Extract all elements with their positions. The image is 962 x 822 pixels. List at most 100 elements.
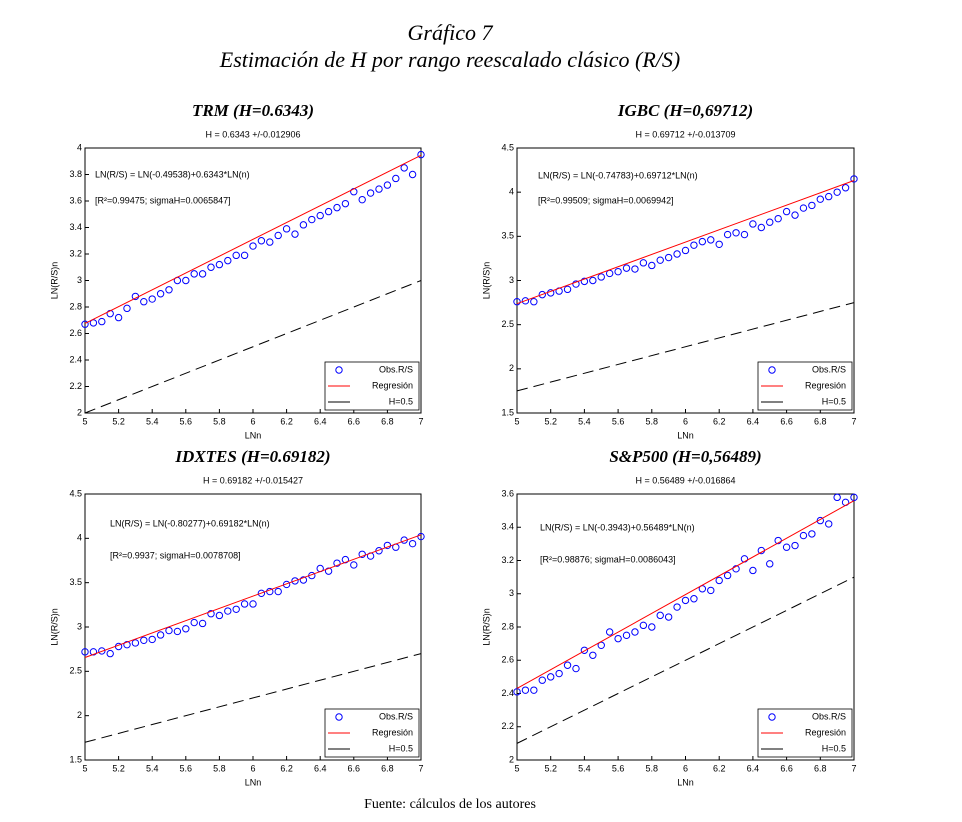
y-tick-label: 2.6 bbox=[501, 655, 514, 665]
data-point bbox=[274, 231, 282, 240]
figure-label: Gráfico 7 bbox=[408, 20, 494, 45]
data-point bbox=[81, 648, 89, 656]
data-point bbox=[563, 285, 572, 294]
x-tick-label: 6.6 bbox=[348, 763, 361, 773]
x-tick-label: 6.6 bbox=[780, 763, 793, 773]
data-point bbox=[131, 639, 140, 647]
reference-line bbox=[516, 576, 855, 744]
x-tick-label: 7 bbox=[851, 416, 856, 426]
data-point bbox=[182, 276, 190, 285]
data-point bbox=[766, 218, 774, 226]
data-point bbox=[656, 256, 664, 264]
data-point bbox=[375, 547, 383, 555]
data-point bbox=[417, 150, 425, 159]
data-point bbox=[766, 560, 774, 568]
data-point bbox=[207, 610, 215, 618]
legend-text: H=0.5 bbox=[822, 743, 846, 753]
chart-subtitle: H = 0.69182 +/-0.015427 bbox=[203, 475, 303, 485]
data-point bbox=[808, 530, 816, 538]
data-point bbox=[299, 221, 308, 229]
data-point bbox=[707, 236, 715, 244]
annotation: [R²=0.9937; sigmaH=0.0078708] bbox=[110, 550, 241, 560]
chart-title: S&P500 (H=0,56489) bbox=[609, 447, 761, 466]
y-tick-label: 3.2 bbox=[501, 555, 514, 565]
data-point bbox=[207, 263, 215, 271]
data-point bbox=[215, 611, 224, 620]
data-point bbox=[707, 586, 715, 595]
data-point bbox=[825, 192, 833, 201]
data-point bbox=[358, 550, 366, 558]
x-tick-label: 6.6 bbox=[780, 416, 793, 426]
y-tick-label: 3.5 bbox=[69, 577, 82, 587]
data-point bbox=[622, 264, 631, 272]
data-point bbox=[114, 313, 123, 322]
data-point bbox=[375, 185, 383, 193]
data-point bbox=[148, 295, 156, 303]
annotation: [R²=0.99509; sigmaH=0.0069942] bbox=[538, 195, 674, 205]
data-point bbox=[521, 297, 530, 305]
data-point bbox=[383, 181, 392, 189]
x-tick-label: 5.8 bbox=[213, 416, 226, 426]
chart-title: IGBC (H=0,69712) bbox=[617, 101, 753, 120]
y-tick-label: 2 bbox=[509, 754, 514, 764]
data-point bbox=[740, 230, 749, 239]
data-point bbox=[580, 646, 589, 654]
data-point bbox=[774, 214, 782, 223]
x-tick-label: 6.8 bbox=[381, 416, 394, 426]
x-tick-label: 5.2 bbox=[112, 763, 125, 773]
annotation: LN(R/S) = LN(-0.3943)+0.56489*LN(n) bbox=[540, 522, 695, 532]
data-point bbox=[417, 532, 425, 541]
x-tick-label: 6.8 bbox=[814, 416, 827, 426]
chart-subtitle: H = 0.6343 +/-0.012906 bbox=[205, 129, 300, 139]
legend-text: Obs.R/S bbox=[812, 711, 846, 721]
x-tick-label: 5.6 bbox=[612, 763, 625, 773]
x-axis-label: LNn bbox=[677, 777, 694, 787]
data-point bbox=[673, 603, 681, 611]
legend-text: Regresión bbox=[805, 727, 846, 737]
y-tick-label: 3 bbox=[77, 275, 82, 285]
x-tick-label: 6.2 bbox=[713, 416, 726, 426]
y-tick-label: 2.5 bbox=[69, 666, 82, 676]
data-point bbox=[408, 170, 417, 179]
y-tick-label: 3.4 bbox=[69, 222, 82, 232]
x-tick-label: 5.4 bbox=[578, 763, 591, 773]
y-tick-label: 2.8 bbox=[501, 621, 514, 631]
data-point bbox=[605, 628, 614, 636]
data-point bbox=[98, 647, 106, 655]
x-tick-label: 6.2 bbox=[713, 763, 726, 773]
data-point bbox=[240, 600, 249, 608]
data-point bbox=[249, 600, 257, 608]
data-point bbox=[350, 561, 358, 569]
data-point bbox=[257, 237, 266, 245]
data-point bbox=[156, 631, 165, 639]
x-tick-label: 6 bbox=[250, 763, 255, 773]
x-tick-label: 6 bbox=[683, 416, 688, 426]
data-point bbox=[232, 605, 240, 613]
data-point bbox=[563, 661, 572, 669]
data-point bbox=[232, 251, 240, 260]
legend-text: Regresión bbox=[372, 380, 413, 390]
data-point bbox=[89, 648, 98, 656]
legend-text: Regresión bbox=[372, 727, 413, 737]
data-point bbox=[631, 265, 639, 273]
x-tick-label: 5 bbox=[82, 763, 87, 773]
data-point bbox=[538, 290, 546, 299]
data-point bbox=[690, 595, 698, 603]
data-point bbox=[98, 317, 106, 326]
y-tick-label: 4 bbox=[77, 142, 82, 152]
data-point bbox=[291, 230, 299, 238]
x-axis-label: LNn bbox=[677, 430, 694, 440]
data-point bbox=[333, 559, 341, 567]
y-axis-label: LN(R/S)n bbox=[481, 262, 491, 300]
reference-line bbox=[84, 280, 422, 414]
data-point bbox=[182, 625, 190, 633]
data-point bbox=[757, 223, 766, 232]
data-point bbox=[316, 211, 324, 220]
data-point bbox=[148, 635, 156, 644]
y-tick-label: 2 bbox=[77, 710, 82, 720]
figure-title: Estimación de H por rango reescalado clá… bbox=[219, 47, 681, 72]
data-point bbox=[324, 207, 333, 216]
data-point bbox=[308, 215, 316, 224]
data-point bbox=[681, 596, 690, 605]
reference-line bbox=[84, 653, 422, 743]
